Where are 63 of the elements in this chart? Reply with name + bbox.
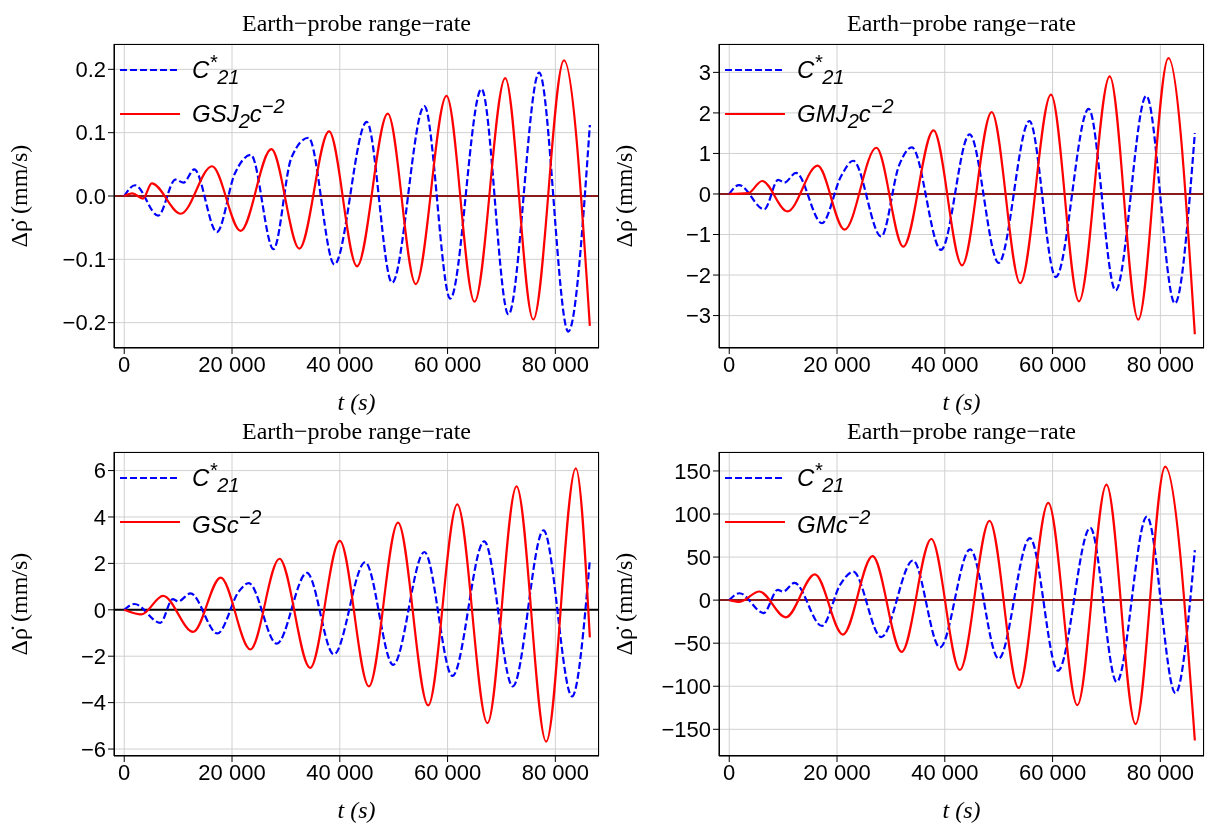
x-axis-title: t (s)	[337, 389, 376, 415]
y-axis-title: Δρ̇ (mm/s)	[5, 552, 32, 656]
y-tick-label: 2	[93, 551, 106, 577]
y-tick-label: 50	[686, 544, 711, 570]
y-axis-title: Δρ̇ (mm/s)	[5, 144, 32, 248]
y-tick-label: −50	[673, 630, 711, 656]
x-axis-title: t (s)	[942, 797, 981, 823]
y-tick-label: 6	[93, 458, 106, 484]
y-axis-title: Δρ̇ (mm/s)	[610, 552, 637, 656]
legend-label: GMJ$_{2}$c$^{−2}$	[797, 95, 894, 133]
y-tick-label: 0	[698, 587, 711, 613]
x-tick-label: 0	[723, 351, 736, 377]
x-tick-label: 40 000	[306, 351, 374, 377]
y-tick-label: 1	[698, 141, 711, 167]
y-tick-label: 0	[698, 181, 711, 207]
y-tick-label: 3	[698, 60, 711, 86]
x-tick-label: 60 000	[413, 759, 482, 785]
y-axis-title: Δρ̇ (mm/s)	[610, 144, 637, 248]
y-tick-label: 0.2	[75, 57, 106, 83]
y-tick-label: −150	[661, 717, 711, 743]
x-tick-label: 80 000	[1126, 351, 1194, 377]
y-tick-label: 0.1	[75, 120, 106, 146]
x-tick-label: 0	[118, 351, 131, 377]
chart-title: Earth−probe range−rate	[241, 10, 472, 37]
y-tick-label: −0.2	[62, 310, 106, 336]
x-tick-label: 40 000	[911, 759, 979, 785]
x-tick-label: 20 000	[198, 759, 266, 785]
chart-title: Earth−probe range−rate	[846, 418, 1077, 445]
y-tick-label: −1	[685, 222, 711, 248]
y-tick-label: 150	[674, 458, 711, 484]
x-tick-label: 40 000	[911, 351, 979, 377]
x-tick-label: 0	[723, 759, 736, 785]
y-tick-label: 100	[674, 501, 711, 527]
y-tick-label: 0	[93, 597, 106, 623]
legend-label: GSc$^{−2}$	[192, 505, 262, 539]
x-tick-label: 20 000	[803, 351, 871, 377]
y-tick-label: −4	[80, 690, 106, 716]
legend-label: GMc$^{−2}$	[797, 505, 871, 539]
line-series	[728, 94, 1196, 305]
x-axis-title: t (s)	[942, 389, 981, 415]
y-tick-label: −100	[661, 674, 711, 700]
legend-label: GSJ$_{2}$c$^{−2}$	[192, 95, 285, 133]
x-tick-label: 60 000	[1018, 351, 1087, 377]
y-tick-label: −3	[685, 303, 711, 329]
chart-title: Earth−probe range−rate	[846, 10, 1077, 37]
x-tick-label: 40 000	[306, 759, 374, 785]
y-tick-label: −2	[685, 262, 711, 288]
x-tick-label: 60 000	[413, 351, 482, 377]
x-tick-label: 80 000	[521, 351, 589, 377]
x-tick-label: 0	[118, 759, 131, 785]
y-tick-label: 4	[93, 504, 106, 530]
chart-title: Earth−probe range−rate	[241, 418, 472, 445]
y-tick-label: 2	[698, 100, 711, 126]
y-tick-label: 0.0	[75, 183, 106, 209]
x-tick-label: 20 000	[198, 351, 266, 377]
x-tick-label: 80 000	[1126, 759, 1194, 785]
x-tick-label: 20 000	[803, 759, 871, 785]
x-tick-label: 80 000	[521, 759, 589, 785]
x-tick-label: 60 000	[1018, 759, 1087, 785]
x-axis-title: t (s)	[337, 797, 376, 823]
y-tick-label: −0.1	[62, 247, 106, 273]
y-tick-label: −2	[80, 644, 106, 670]
y-tick-label: −6	[80, 736, 106, 762]
